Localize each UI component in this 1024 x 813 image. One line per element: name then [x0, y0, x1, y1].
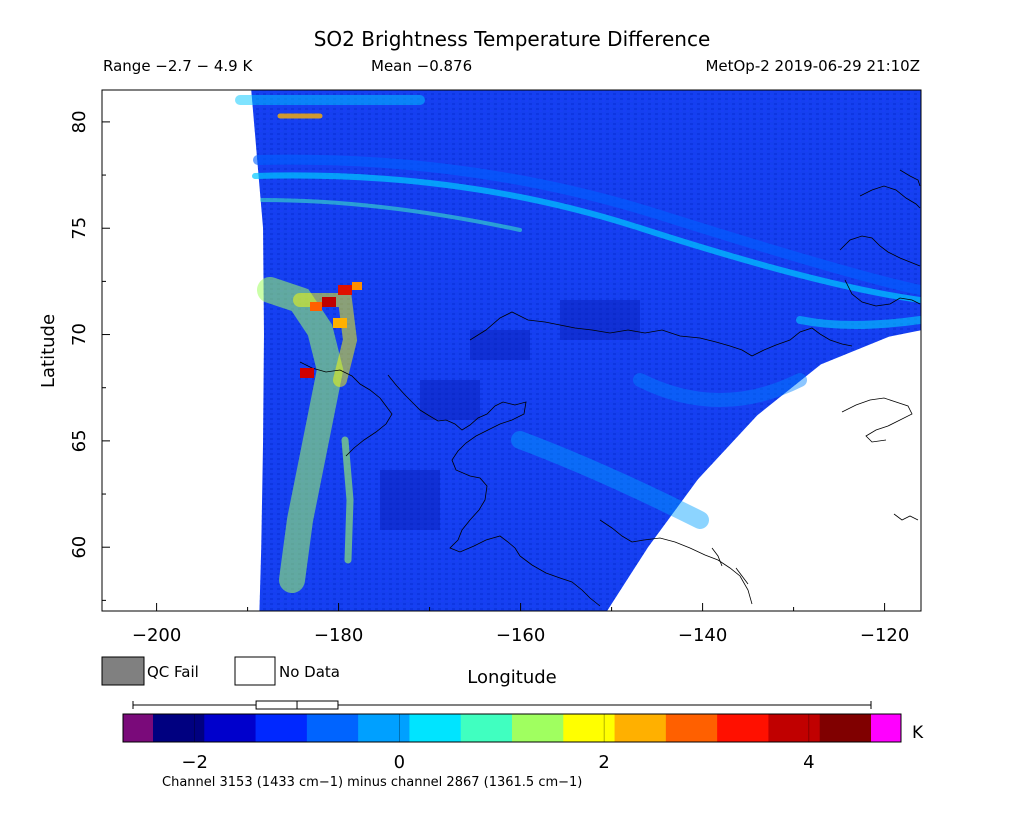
- hotspot-pixel: [333, 318, 347, 328]
- satellite-time-text: MetOp-2 2019-06-29 21:10Z: [705, 57, 920, 75]
- swath-dark-patch: [560, 300, 640, 340]
- swath-bands: [235, 95, 921, 593]
- swath-pixel-texture: [251, 90, 921, 611]
- y-tick-label: 70: [69, 323, 90, 346]
- x-tick-label: −140: [678, 625, 727, 646]
- colorbar-segment: [871, 714, 902, 742]
- colorbar-segment: [665, 714, 718, 742]
- colorbar-segment: [123, 714, 154, 742]
- colorbar-boxplot: [132, 700, 872, 710]
- colorbar-segment: [204, 714, 257, 742]
- hotspot-pixel: [352, 282, 362, 290]
- colorbar-tick-label: 2: [598, 752, 609, 773]
- range-text: Range −2.7 − 4.9 K: [103, 57, 253, 75]
- hotspots: [300, 282, 362, 378]
- swath-band: [633, 373, 807, 407]
- colorbar-segment: [717, 714, 769, 742]
- plot-frame: [101, 89, 922, 612]
- colorbar-caption: Channel 3153 (1433 cm−1) minus channel 2…: [162, 775, 582, 790]
- swath-dark-patch: [470, 330, 530, 360]
- x-tick-label: −160: [496, 625, 545, 646]
- no-data-label: No Data: [279, 663, 340, 681]
- swath-band: [260, 198, 522, 232]
- hotspot-pixel: [300, 368, 314, 378]
- alaska-south-coast: [519, 519, 753, 607]
- colorbar-segment: [563, 714, 616, 742]
- colorbar-segment: [306, 714, 359, 742]
- y-axis-label: Latitude: [38, 314, 59, 388]
- colorbar-segment: [819, 714, 872, 742]
- bc-coast: [841, 397, 913, 443]
- colorbar-segment: [460, 714, 513, 742]
- qc-fail-label: QC Fail: [147, 663, 199, 681]
- hotspot-pixel: [338, 285, 352, 295]
- hotspot-pixel: [310, 302, 322, 311]
- y-tick-label: 80: [69, 110, 90, 133]
- colorbar-segment: [409, 714, 462, 742]
- x-tick-label: −120: [860, 625, 909, 646]
- coastlines: [299, 169, 921, 607]
- colorbar-segment: [153, 714, 205, 742]
- chukotka-coast: [299, 361, 393, 457]
- qc-fail-swatch: [101, 656, 145, 686]
- colorbar-tick-label: 4: [803, 752, 814, 773]
- no-data-swatch: [234, 656, 276, 686]
- map-area: [235, 90, 921, 611]
- west-coast-islands: [711, 513, 919, 585]
- x-tick-label: −180: [314, 625, 363, 646]
- swath-band: [253, 154, 921, 295]
- colorbar-ticks: −2 0 2 4: [181, 714, 815, 773]
- hotspot-pixel: [322, 297, 336, 307]
- swath-band: [511, 431, 709, 529]
- canada-arctic-islands: [839, 185, 921, 307]
- colorbar-unit: K: [912, 723, 924, 743]
- x-ticks: −200 −180 −160 −140 −120: [132, 603, 909, 646]
- colorbar-frame: [122, 713, 902, 743]
- greenland-coast-small: [899, 169, 921, 187]
- alaska-coastline: [387, 374, 527, 557]
- swath-dark-patch: [380, 470, 440, 530]
- x-axis-label: Longitude: [467, 667, 557, 688]
- colorbar-segment: [768, 714, 821, 742]
- chart-title: SO2 Brightness Temperature Difference: [314, 27, 711, 51]
- canada-mainland-coast: [751, 327, 853, 357]
- colorbar-segment: [614, 714, 667, 742]
- alaska-north-coast: [469, 311, 753, 357]
- colorbar: [123, 714, 902, 742]
- x-tick-label: −200: [132, 625, 181, 646]
- swath-band: [341, 436, 354, 564]
- mean-text: Mean −0.876: [371, 57, 472, 75]
- swath-dark-patch: [420, 380, 480, 420]
- swath-band: [252, 172, 921, 303]
- colorbar-tick-label: 0: [394, 752, 405, 773]
- y-ticks: 60 65 70 75 80: [69, 110, 110, 601]
- swath-band: [796, 316, 921, 329]
- colorbar-segment: [255, 714, 308, 742]
- colorbar-tick-label: −2: [181, 752, 208, 773]
- colorbar-segment: [512, 714, 564, 742]
- y-tick-label: 65: [69, 429, 90, 452]
- colorbar-segment: [358, 714, 410, 742]
- y-tick-label: 60: [69, 536, 90, 559]
- y-tick-label: 75: [69, 217, 90, 240]
